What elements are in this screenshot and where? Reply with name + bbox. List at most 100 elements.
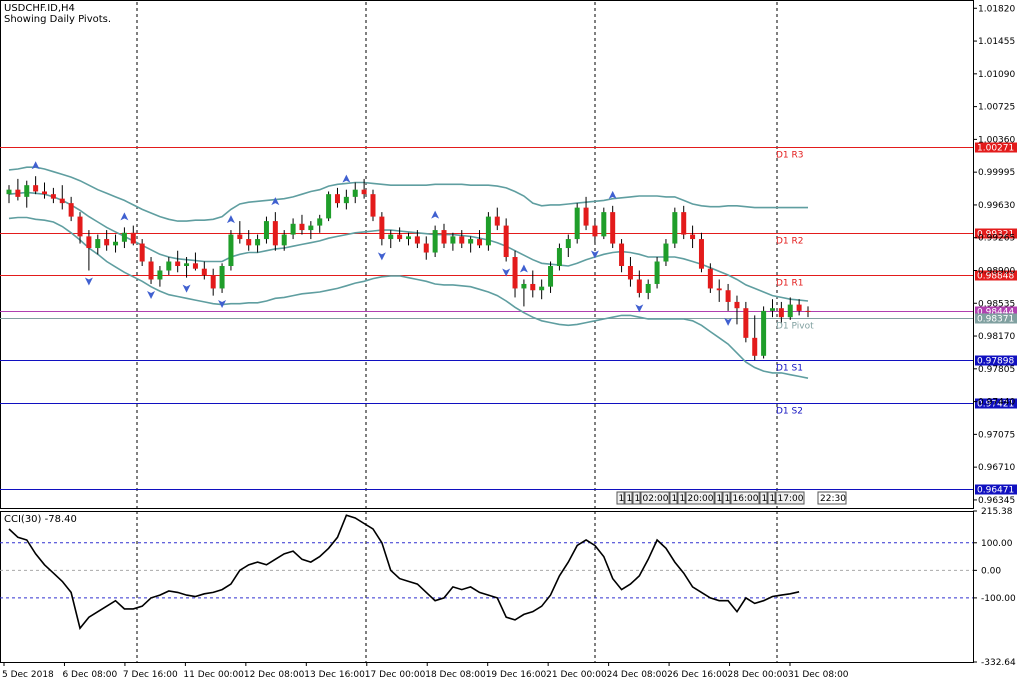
candle-body [175,261,181,266]
candle-body [317,218,323,226]
candle-body [672,212,678,244]
session-box-label: 17:00 [778,494,804,504]
session-box [640,491,670,505]
candle-body [548,266,554,287]
candle-body [619,243,625,266]
price-tick-label: 0.97440 [978,398,1015,408]
candle-body [68,203,74,217]
candle-body [796,304,802,311]
candle-body [698,239,704,269]
price-tag-s3 [975,484,1017,495]
cci-indicator [0,514,973,630]
candle-body [157,270,163,280]
candle-body [610,212,616,244]
fractal-up-marker [120,212,129,221]
session-box [722,491,731,505]
candle-body [246,239,252,246]
candle-body [272,221,278,246]
price-tick-label: 1.01820 [978,4,1015,14]
price-tag-r1 [975,270,1017,281]
candle-body [406,236,411,240]
band-lower [8,216,809,379]
session-box-label: 1 [627,494,633,504]
candle-body [308,225,314,231]
cci-tick-label: 100.00 [981,539,1013,549]
candle-body [485,216,491,246]
candle-body [556,248,562,266]
session-end-label: 22:30 [820,494,846,504]
chart-frame [0,0,974,663]
time-tick-label: 12 Dec 08:00 [244,670,305,680]
session-box-label: 1 [680,494,686,504]
pivot-label-s2: D1 S2 [776,407,803,417]
period-separators [136,2,778,662]
candle-body [184,263,190,266]
session-box [677,491,686,505]
price-tick-label: 0.97805 [978,365,1015,375]
pivot-label-r1: D1 R1 [776,279,804,289]
candle-body [627,266,633,280]
candle-body [6,189,12,195]
session-box-label: 1 [725,494,731,504]
session-box [669,491,678,505]
candle-body [210,274,216,289]
candle-body [24,185,30,197]
price-tag-text-r3: 1.00271 [977,144,1014,154]
price-tag-s1 [975,355,1017,366]
session-box [730,491,760,505]
candle-body [263,221,269,240]
price-tick-label: 0.96345 [978,496,1015,506]
time-tick-label: 24 Dec 08:00 [607,670,668,680]
candle-body [654,261,660,284]
price-tick-label: 0.98535 [978,299,1015,309]
band-middle [8,191,809,302]
session-box [632,491,641,505]
session-box-label: 1 [770,494,776,504]
price-tag-text-s2: 0.97421 [977,400,1014,410]
candle-body [521,283,527,289]
candle-body [477,239,483,246]
session-box-label: 1 [717,494,723,504]
candle-body [565,239,571,249]
time-tick-label: 11 Dec 00:00 [183,670,244,680]
candle-body [716,288,722,291]
fractal-markers [31,161,733,326]
price-tag-text-pivot: 0.98371 [977,315,1014,325]
cci-pane-border [0,511,974,663]
price-tick-label: 1.01455 [978,37,1015,47]
session-box-label: 16:00 [733,494,759,504]
candlestick-series [6,176,811,361]
candle-body [663,243,669,262]
cci-title: CCI(30) -78.40 [4,514,77,525]
pivot-label-r2: D1 R2 [776,237,804,247]
session-strip: 1 1 1 02:00 1 1 20:00 1 1 16:00 1 1 17:00 22:30 [616,491,847,505]
cci-tick-label: -100.00 [981,594,1016,604]
price-tag-text-r2: 0.99321 [977,230,1014,240]
candle-body [219,266,225,289]
time-tick-label: 28 Dec 00:00 [728,670,789,680]
candle-body [574,207,580,240]
time-tick-label: 19 Dec 16:00 [486,670,547,680]
pivot-label-pivot: D1 Pivot [776,322,814,332]
session-box [714,491,723,505]
candle-body [15,189,21,197]
time-tick-label: 5 Dec 2018 [2,670,54,680]
fractal-up-marker [519,264,528,273]
session-box-label: 1 [635,494,641,504]
candle-body [334,194,340,204]
candle-body [494,216,500,226]
session-box-label: 20:00 [688,494,714,504]
time-tick-label: 13 Dec 16:00 [304,670,365,680]
candle-body [299,223,305,231]
candle-body [539,286,545,291]
candle-body [530,283,536,291]
price-tag-current [975,306,1017,317]
candle-body [139,243,145,262]
candle-body [725,290,731,302]
time-tick-label: 31 Dec 08:00 [788,670,849,680]
candle-body [512,257,518,289]
time-tick-label: 7 Dec 16:00 [123,670,178,680]
candle-body [77,216,83,237]
